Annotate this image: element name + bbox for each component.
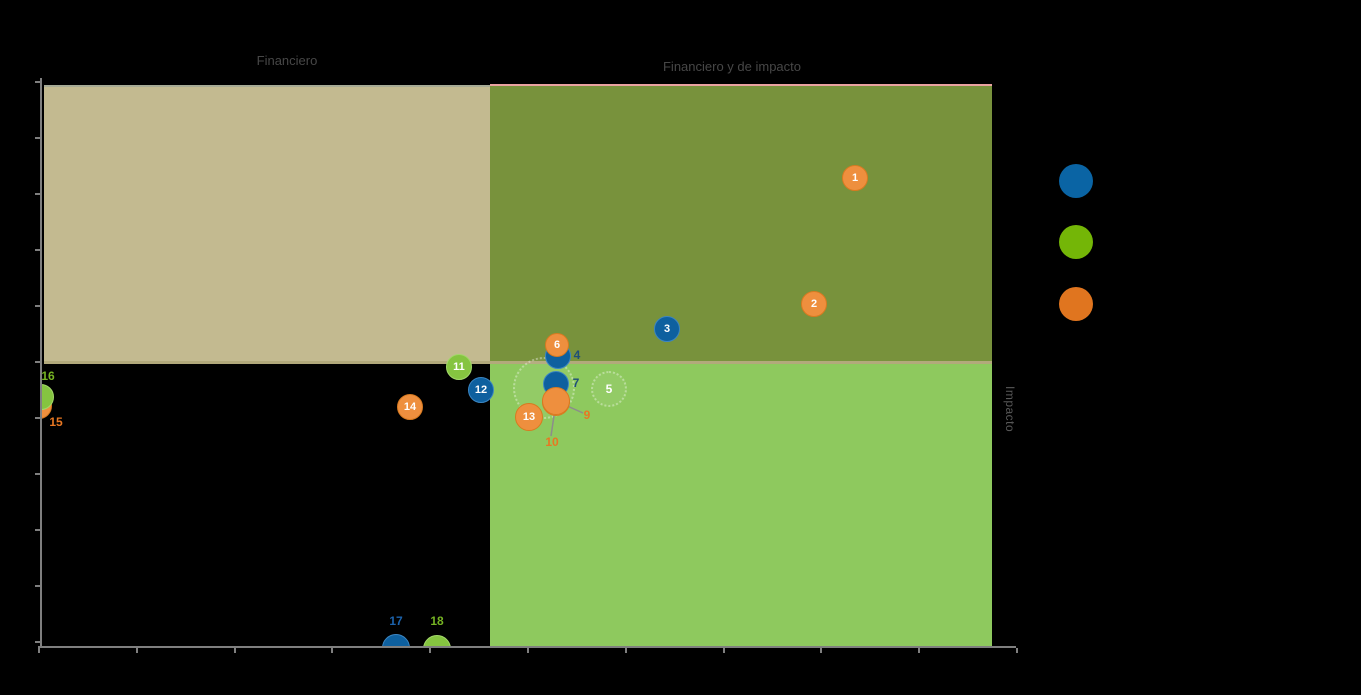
quadrant-top-right	[490, 84, 992, 361]
y-axis-tick	[35, 473, 40, 475]
x-axis-tick	[234, 648, 236, 653]
x-axis-tick	[1016, 648, 1018, 653]
bubble-11[interactable]: 11	[446, 354, 472, 380]
quadrant-divider-band	[44, 361, 992, 364]
legend-swatch-green[interactable]	[1059, 225, 1093, 259]
x-axis-tick	[429, 648, 431, 653]
point-label-17: 17	[389, 614, 403, 628]
point-label-15: 15	[49, 415, 63, 429]
bubble-3[interactable]: 3	[654, 316, 680, 342]
x-axis-tick	[136, 648, 138, 653]
point-label-18: 18	[430, 614, 444, 628]
plot-area: 1 2 3 4 6 5 7 10 9 11 12 13 14 15 16 17 18	[41, 78, 1016, 648]
bubble-1[interactable]: 1	[842, 165, 868, 191]
y-axis-tick	[35, 137, 40, 139]
x-axis-tick	[625, 648, 627, 653]
x-axis-tick	[820, 648, 822, 653]
bubble-13[interactable]: 13	[515, 403, 543, 431]
quadrant-top-left-edge	[44, 85, 490, 87]
right-axis-label: Impacto	[1003, 386, 1017, 433]
y-axis-tick	[35, 417, 40, 419]
bubble-5[interactable]: 5	[591, 371, 627, 407]
bubble-2[interactable]: 2	[801, 291, 827, 317]
y-axis-tick	[35, 193, 40, 195]
y-axis-tick	[35, 305, 40, 307]
y-axis-tick	[35, 249, 40, 251]
x-axis-tick	[918, 648, 920, 653]
bubble-14[interactable]: 14	[397, 394, 423, 420]
y-axis	[40, 78, 42, 648]
bubble-6[interactable]: 6	[545, 333, 569, 357]
quadrant-label-financiero-y-de-impacto: Financiero y de impacto	[662, 59, 801, 74]
y-axis-tick	[35, 585, 40, 587]
quadrant-top-left	[44, 85, 490, 361]
quadrant-label-financiero: Financiero	[256, 53, 318, 68]
bubble-label-5: 5	[605, 382, 613, 396]
x-axis-tick	[38, 648, 40, 653]
y-axis-tick	[35, 641, 40, 643]
x-axis-tick	[527, 648, 529, 653]
bubble-9[interactable]	[542, 387, 570, 415]
y-axis-tick	[35, 81, 40, 83]
bubble-12[interactable]: 12	[468, 377, 494, 403]
legend-swatch-orange[interactable]	[1059, 287, 1093, 321]
point-label-10: 10	[545, 435, 559, 449]
y-axis-tick	[35, 361, 40, 363]
x-axis-tick	[723, 648, 725, 653]
bubble-16[interactable]	[41, 384, 54, 410]
point-label-9: 9	[583, 408, 591, 422]
point-label-7: 7	[572, 376, 580, 390]
quadrant-top-right-edge	[490, 84, 992, 86]
point-label-4: 4	[573, 348, 581, 362]
x-axis	[38, 646, 1016, 648]
point-label-16: 16	[41, 369, 55, 383]
legend-swatch-blue[interactable]	[1059, 164, 1093, 198]
x-axis-tick	[331, 648, 333, 653]
y-axis-tick	[35, 529, 40, 531]
